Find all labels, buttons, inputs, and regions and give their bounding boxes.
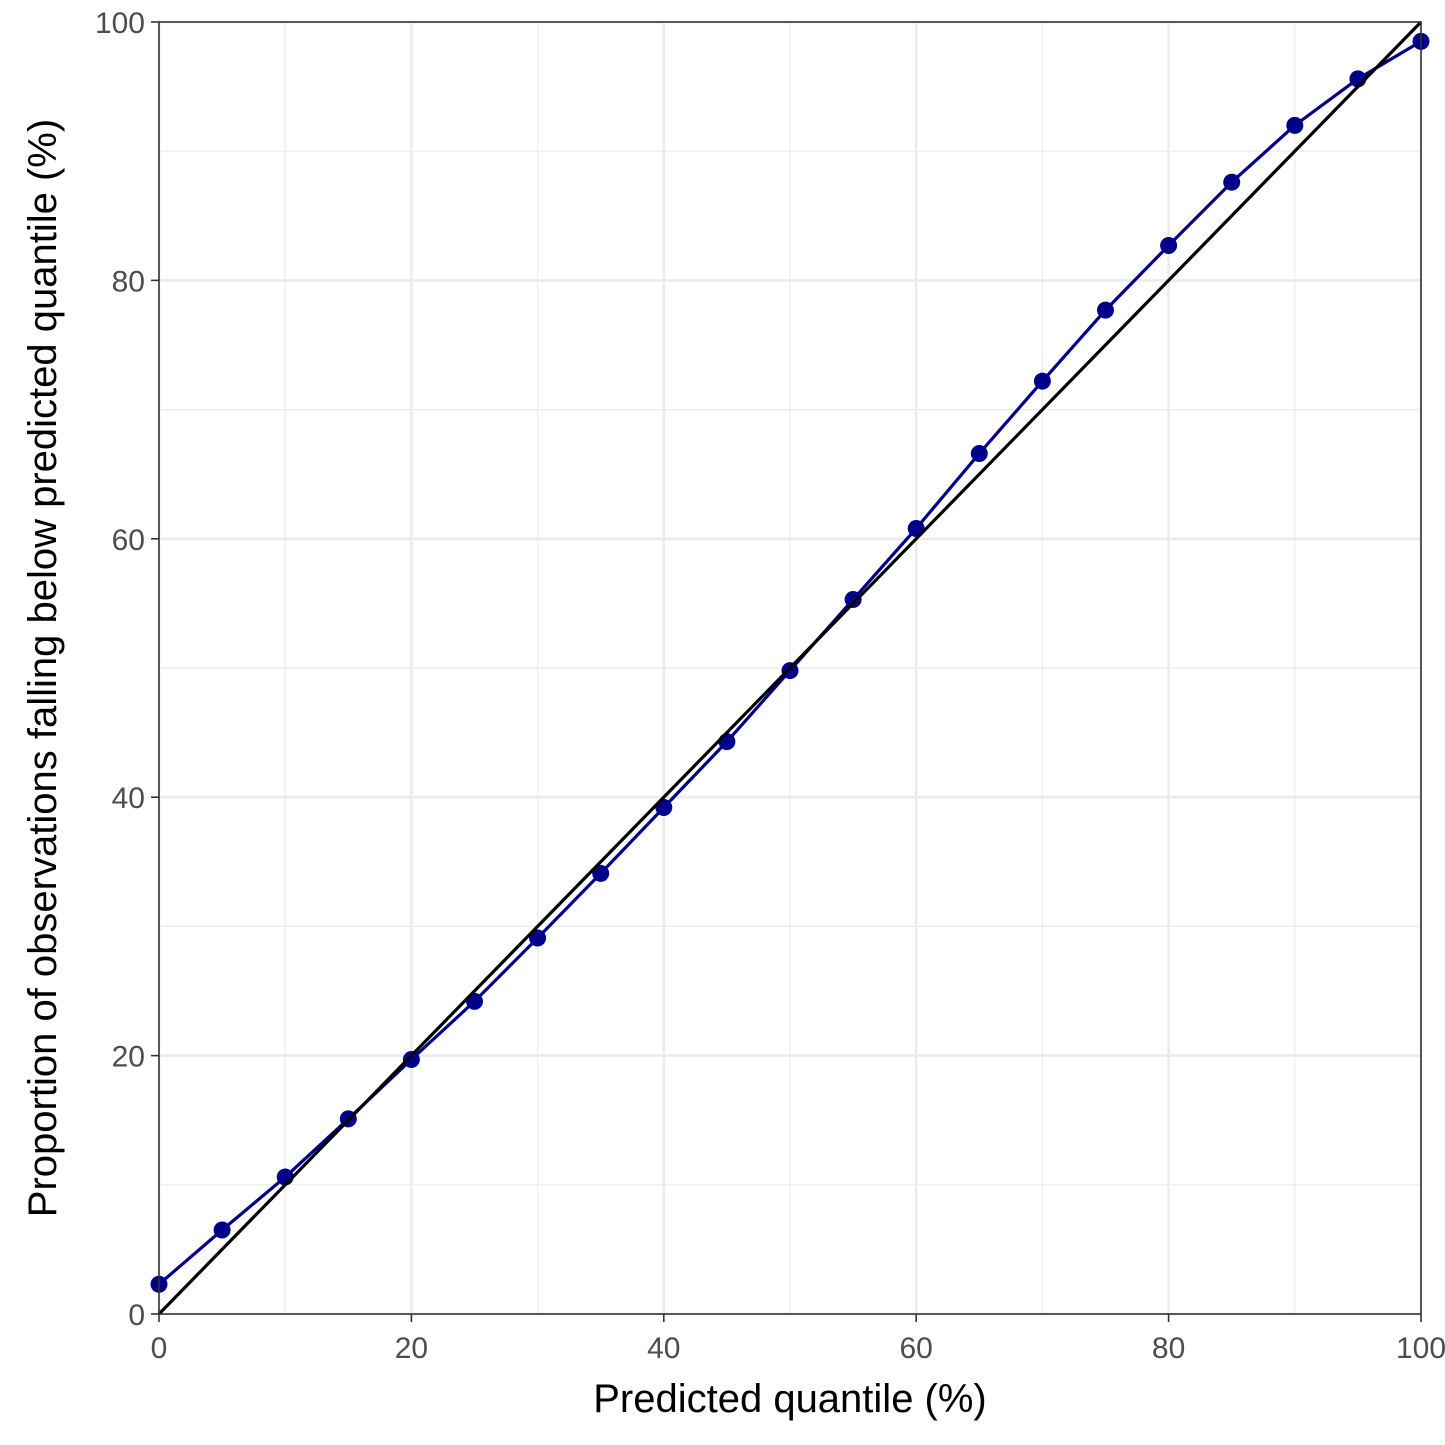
x-tick-label: 100 <box>1396 1332 1445 1365</box>
data-point <box>844 591 862 609</box>
data-point <box>1033 372 1051 390</box>
x-tick-label: 60 <box>900 1332 933 1365</box>
y-tick-label: 0 <box>128 1299 145 1332</box>
axis-tick-labels: 0 20 40 60 80 100 0 20 40 60 80 100 <box>95 7 1445 1365</box>
y-tick-label: 100 <box>95 7 145 40</box>
axis-ticks <box>151 21 1422 1322</box>
panel-border <box>158 21 1422 1315</box>
series-layer <box>150 20 1430 1316</box>
y-tick-label: 80 <box>112 265 145 298</box>
data-point <box>592 864 610 882</box>
data-point <box>781 662 799 680</box>
data-point <box>1286 116 1304 134</box>
data-point <box>213 1221 231 1239</box>
reference-diagonal-line <box>157 20 1423 1316</box>
x-axis-title: Predicted quantile (%) <box>593 1377 987 1421</box>
x-tick-label: 20 <box>395 1332 428 1365</box>
y-tick-label: 60 <box>112 524 145 557</box>
x-tick-label: 80 <box>1152 1332 1185 1365</box>
data-point <box>529 929 547 947</box>
x-tick-label: 40 <box>647 1332 680 1365</box>
y-axis-title: Proportion of observations falling below… <box>21 119 65 1217</box>
data-point <box>1223 173 1241 191</box>
data-point <box>970 445 988 463</box>
y-tick-label: 40 <box>112 782 145 815</box>
data-point <box>718 733 736 751</box>
y-tick-label: 20 <box>112 1041 145 1074</box>
data-point <box>402 1050 420 1068</box>
data-point <box>1160 237 1178 255</box>
x-tick-label: 0 <box>151 1332 168 1365</box>
data-point <box>1097 301 1114 319</box>
